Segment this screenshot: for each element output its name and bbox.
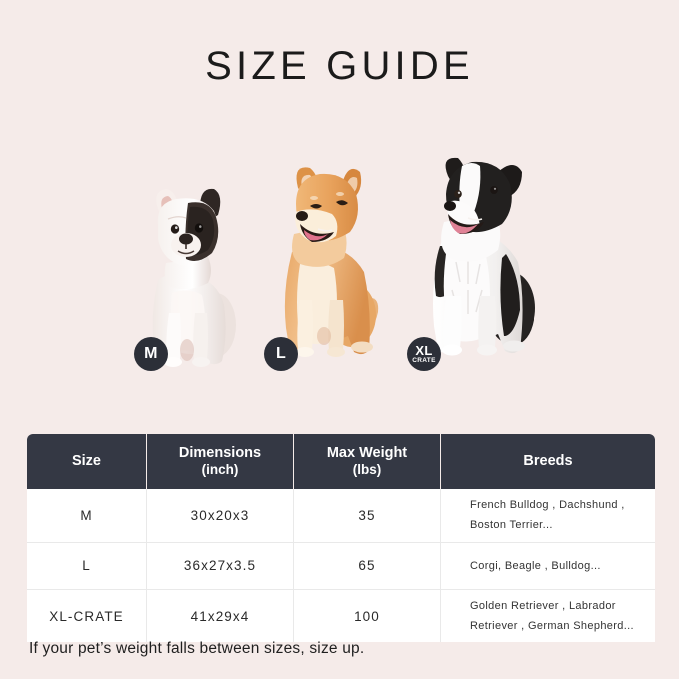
cell-max-weight: 65 <box>294 542 441 589</box>
column-header-max-weight-label: Max Weight <box>326 445 408 462</box>
column-header-size: Size <box>27 434 147 489</box>
column-header-max-weight: Max Weight (lbs) <box>294 434 441 489</box>
table-row: L 36x27x3.5 65 Corgi, Beagle , Bulldog..… <box>27 542 655 590</box>
french-bulldog-illustration <box>152 188 236 367</box>
cell-dimensions: 30x20x3 <box>147 489 294 542</box>
cell-dimensions: 36x27x3.5 <box>147 542 294 589</box>
footnote-text: If your pet’s weight falls between sizes… <box>29 640 365 657</box>
shiba-inu-illustration <box>284 167 379 357</box>
table-row: XL-CRATE 41x29x4 100 Golden Retriever , … <box>27 589 655 643</box>
cell-dimensions: 41x29x4 <box>147 589 294 643</box>
size-table: Size Dimensions (inch) Max Weight (lbs) … <box>27 434 655 643</box>
size-badge-l: L <box>264 337 298 371</box>
size-badge-m-label: M <box>144 345 158 362</box>
dog-photo-row: M L XL CRATE <box>0 130 679 380</box>
size-badge-xl-crate: XL CRATE <box>407 337 441 371</box>
cell-size: L <box>27 542 147 589</box>
column-header-dimensions-label: Dimensions <box>178 445 262 462</box>
table-header-row: Size Dimensions (inch) Max Weight (lbs) … <box>27 434 655 489</box>
size-badge-xl-label: XL <box>415 342 433 358</box>
column-header-size-label: Size <box>71 453 101 470</box>
column-header-max-weight-unit: (lbs) <box>352 462 382 478</box>
size-badge-l-label: L <box>275 345 287 362</box>
column-header-dimensions-unit: (inch) <box>201 462 239 478</box>
cell-breeds: Golden Retriever , Labrador Retriever , … <box>470 599 634 633</box>
cell-size: XL-CRATE <box>27 589 147 643</box>
cell-max-weight: 35 <box>294 489 441 542</box>
cell-size: M <box>27 489 147 542</box>
cell-max-weight: 100 <box>294 589 441 643</box>
column-header-dimensions: Dimensions (inch) <box>147 434 294 489</box>
table-row: M 30x20x3 35 French Bulldog , Dachshund … <box>27 489 655 543</box>
cell-breeds: French Bulldog , Dachshund , Boston Terr… <box>470 499 625 532</box>
column-header-breeds: Breeds <box>441 434 655 489</box>
size-badge-xl-sublabel: CRATE <box>412 356 436 364</box>
page-title: SIZE GUIDE <box>205 44 474 88</box>
table-body: M 30x20x3 35 French Bulldog , Dachshund … <box>27 489 655 643</box>
column-header-breeds-label: Breeds <box>523 453 573 470</box>
cell-breeds: Corgi, Beagle , Bulldog... <box>470 559 601 572</box>
dog-image-french-bulldog <box>128 185 248 370</box>
border-collie-illustration <box>433 157 535 356</box>
dog-image-shiba-inu <box>262 160 387 370</box>
dog-image-border-collie <box>410 150 545 370</box>
size-badge-m: M <box>134 337 168 371</box>
